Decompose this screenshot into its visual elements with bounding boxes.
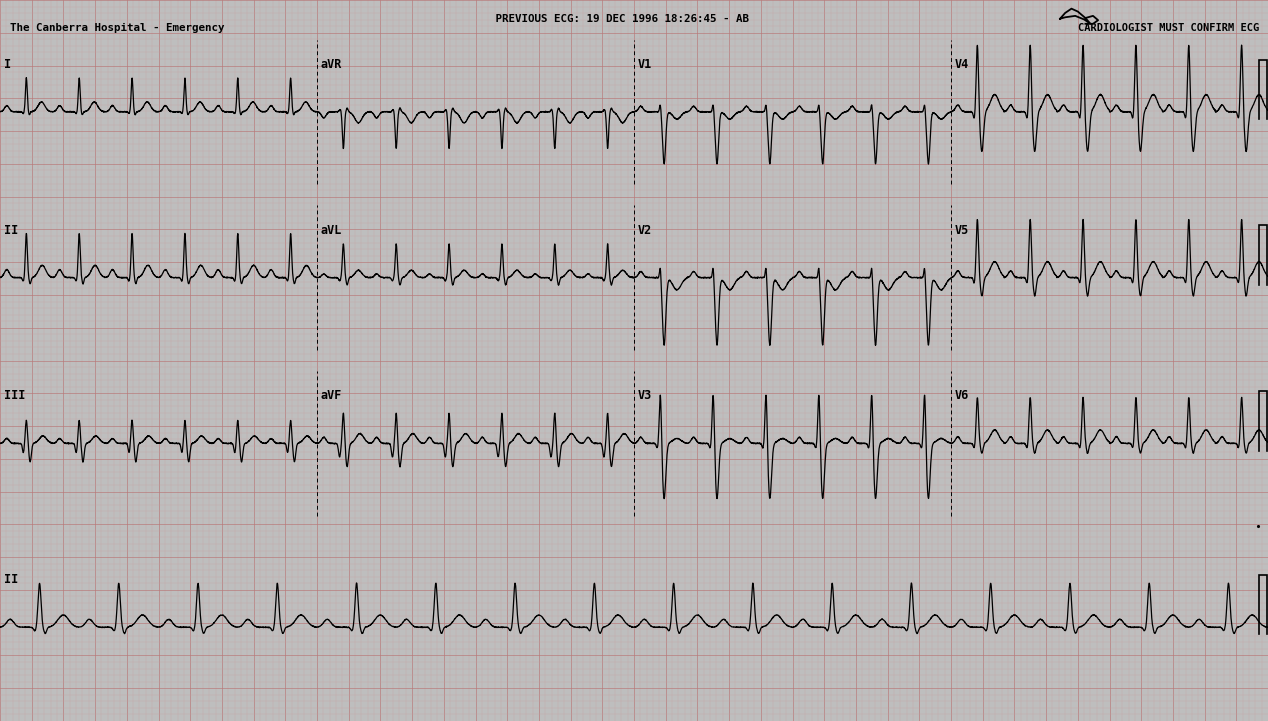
Text: V6: V6 xyxy=(955,389,969,402)
Text: aVL: aVL xyxy=(321,224,342,236)
Text: The Canberra Hospital - Emergency: The Canberra Hospital - Emergency xyxy=(10,23,224,33)
Text: V2: V2 xyxy=(638,224,652,236)
Text: aVF: aVF xyxy=(321,389,342,402)
Text: CARDIOLOGIST MUST CONFIRM ECG: CARDIOLOGIST MUST CONFIRM ECG xyxy=(1078,23,1259,33)
Text: II: II xyxy=(4,224,18,236)
Text: V5: V5 xyxy=(955,224,969,236)
Text: V4: V4 xyxy=(955,58,969,71)
Text: II: II xyxy=(4,573,18,586)
Text: III: III xyxy=(4,389,25,402)
Text: aVR: aVR xyxy=(321,58,342,71)
Text: V3: V3 xyxy=(638,389,652,402)
Text: PREVIOUS ECG: 19 DEC 1996 18:26:45 - AB: PREVIOUS ECG: 19 DEC 1996 18:26:45 - AB xyxy=(463,14,749,25)
Text: I: I xyxy=(4,58,11,71)
Text: V1: V1 xyxy=(638,58,652,71)
